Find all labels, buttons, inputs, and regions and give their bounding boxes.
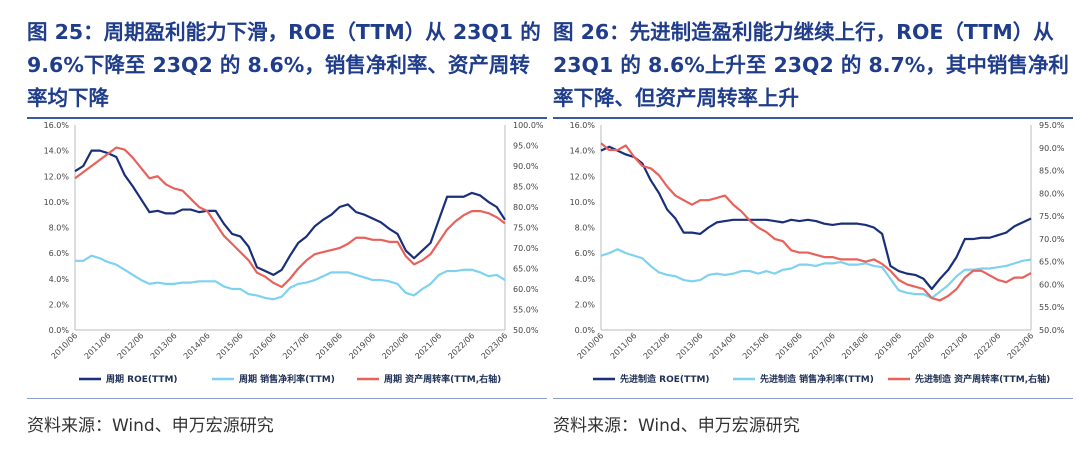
x-tick-label: 2016/06: [248, 331, 278, 361]
y-right-tick-label: 65.0%: [1039, 258, 1065, 267]
y-right-tick-label: 60.0%: [513, 285, 539, 294]
y-right-tick-label: 65.0%: [513, 265, 539, 274]
y-right-tick-label: 85.0%: [1039, 167, 1065, 176]
y-left-tick-label: 6.0%: [575, 249, 596, 258]
y-left-tick-label: 10.0%: [570, 198, 596, 207]
y-right-tick-label: 80.0%: [1039, 189, 1065, 198]
figure-title: 图 26：先进制造盈利能力继续上行，ROE（TTM）从 23Q1 的 8.6%上…: [553, 20, 1069, 110]
x-tick-label: 2010/06: [50, 331, 80, 361]
y-left-tick-label: 14.0%: [44, 147, 70, 156]
x-tick-label: 2023/06: [480, 331, 510, 361]
y-left-tick-label: 12.0%: [570, 172, 596, 181]
series-line: [74, 149, 506, 277]
advanced-manufacturing-profitability-chart: 0.0% 2.0% 4.0% 6.0% 8.0% 10.0% 12.0% 14.0% 16.0%…: [570, 121, 1065, 385]
y-right-tick-label: 55.0%: [513, 306, 539, 315]
x-tick-label: 2018/06: [314, 331, 344, 361]
x-tick-label: 2013/06: [149, 331, 179, 361]
y-left-tick-label: 14.0%: [570, 147, 596, 156]
source-divider: [553, 398, 1073, 399]
x-tick-label: 2014/06: [182, 331, 212, 361]
x-tick-label: 2010/06: [576, 331, 606, 361]
x-tick-label: 2012/06: [116, 331, 146, 361]
y-right-tick-label: 60.0%: [1039, 280, 1065, 289]
y-right-tick-label: 95.0%: [1039, 121, 1065, 130]
x-tick-label: 2014/06: [708, 331, 738, 361]
legend-label: 周期 ROE(TTM): [106, 373, 178, 385]
y-right-tick-label: 85.0%: [513, 183, 539, 192]
title-divider: [553, 117, 1073, 119]
right-figure-panel: 图 26：先进制造盈利能力继续上行，ROE（TTM）从 23Q1 的 8.6%上…: [553, 0, 1073, 455]
x-tick-label: 2022/06: [446, 331, 476, 361]
x-tick-label: 2019/06: [873, 331, 903, 361]
x-tick-label: 2021/06: [413, 331, 443, 361]
x-tick-label: 2021/06: [939, 331, 969, 361]
y-left-tick-label: 8.0%: [575, 224, 596, 233]
x-tick-label: 2016/06: [774, 331, 804, 361]
y-right-tick-label: 90.0%: [513, 162, 539, 171]
y-right-tick-label: 55.0%: [1039, 303, 1065, 312]
y-right-tick-label: 50.0%: [1039, 326, 1065, 335]
x-tick-label: 2013/06: [675, 331, 705, 361]
x-tick-label: 2020/06: [906, 331, 936, 361]
cycle-profitability-chart: 0.0% 2.0% 4.0% 6.0% 8.0% 10.0% 12.0% 14.0% 16.0%…: [44, 121, 544, 385]
legend-label: 先进制造 资产周转率(TTM,右轴): [915, 373, 1050, 385]
y-right-tick-label: 70.0%: [1039, 235, 1065, 244]
y-right-tick-label: 80.0%: [513, 203, 539, 212]
x-tick-label: 2017/06: [807, 331, 837, 361]
x-tick-label: 2015/06: [741, 331, 771, 361]
source-note: 资料来源：Wind、申万宏源研究: [553, 416, 800, 436]
x-tick-label: 2022/06: [972, 331, 1002, 361]
y-left-tick-label: 0.0%: [575, 326, 596, 335]
series-line: [74, 146, 506, 289]
y-left-tick-label: 8.0%: [49, 224, 70, 233]
y-right-tick-label: 50.0%: [513, 326, 539, 335]
y-right-tick-label: 70.0%: [513, 244, 539, 253]
figure-title: 图 25：周期盈利能力下滑，ROE（TTM）从 23Q1 的 9.6%下降至 2…: [27, 20, 541, 110]
y-right-tick-label: 95.0%: [513, 142, 539, 151]
y-left-tick-label: 4.0%: [49, 275, 70, 284]
legend-label: 先进制造 ROE(TTM): [620, 373, 710, 385]
y-left-tick-label: 2.0%: [49, 300, 70, 309]
y-left-tick-label: 12.0%: [44, 172, 70, 181]
legend-label: 周期 销售净利率(TTM): [239, 373, 335, 385]
x-tick-label: 2012/06: [642, 331, 672, 361]
y-left-tick-label: 16.0%: [44, 121, 70, 130]
y-left-tick-label: 6.0%: [49, 249, 70, 258]
y-right-tick-label: 75.0%: [1039, 212, 1065, 221]
series-line: [75, 254, 506, 301]
x-tick-label: 2019/06: [347, 331, 377, 361]
x-tick-label: 2023/06: [1006, 331, 1036, 361]
series-line: [600, 248, 1032, 300]
x-tick-label: 2011/06: [83, 331, 113, 361]
legend-label: 先进制造 销售净利率(TTM): [760, 373, 874, 385]
y-left-tick-label: 0.0%: [49, 326, 70, 335]
left-figure-panel: 图 25：周期盈利能力下滑，ROE（TTM）从 23Q1 的 9.6%下降至 2…: [27, 0, 547, 455]
y-left-tick-label: 4.0%: [575, 275, 596, 284]
source-note: 资料来源：Wind、申万宏源研究: [27, 416, 274, 436]
x-tick-label: 2015/06: [215, 331, 245, 361]
legend-label: 周期 资产周转率(TTM,右轴): [384, 373, 501, 385]
x-tick-label: 2011/06: [609, 331, 639, 361]
series-line: [600, 145, 1032, 291]
y-right-tick-label: 100.0%: [513, 121, 544, 130]
x-tick-label: 2020/06: [380, 331, 410, 361]
source-divider: [27, 398, 547, 399]
series-line: [600, 142, 1032, 302]
y-left-tick-label: 2.0%: [575, 300, 596, 309]
y-right-tick-label: 90.0%: [1039, 144, 1065, 153]
title-divider: [27, 117, 547, 119]
y-left-tick-label: 16.0%: [570, 121, 596, 130]
y-right-tick-label: 75.0%: [513, 224, 539, 233]
x-tick-label: 2017/06: [281, 331, 311, 361]
y-left-tick-label: 10.0%: [44, 198, 70, 207]
x-tick-label: 2018/06: [840, 331, 870, 361]
